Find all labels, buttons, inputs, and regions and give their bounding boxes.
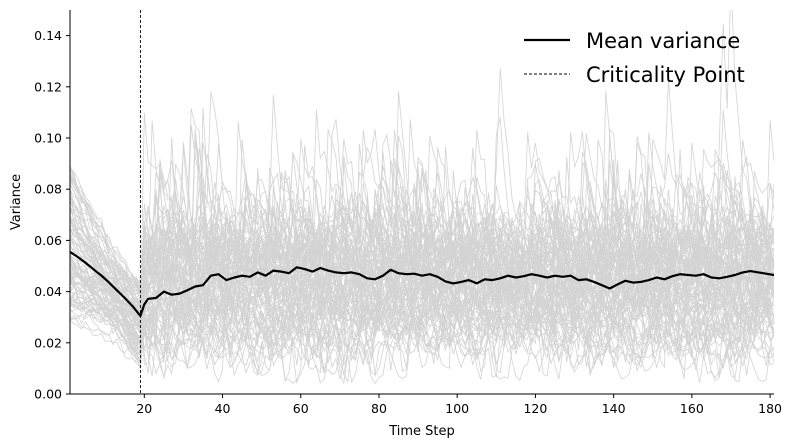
axes: 20 40 60 80 100 120 140 160 180 0.00 0.02 0.04 0.06… bbox=[9, 10, 782, 439]
background-run-line bbox=[70, 135, 774, 333]
y-tick-label: 0.06 bbox=[34, 233, 62, 248]
background-run-line bbox=[70, 174, 774, 304]
background-run-line bbox=[70, 184, 774, 357]
legend-label-criticality-point: Criticality Point bbox=[586, 63, 745, 87]
x-tick-label: 20 bbox=[136, 401, 152, 416]
y-tick-label: 0.02 bbox=[34, 335, 62, 350]
background-run-line bbox=[70, 138, 774, 332]
background-run-line bbox=[70, 136, 774, 358]
x-tick-label: 80 bbox=[371, 401, 387, 416]
y-tick-label: 0.04 bbox=[34, 284, 62, 299]
x-tick-label: 140 bbox=[602, 401, 626, 416]
y-tick-label: 0.14 bbox=[34, 28, 62, 43]
background-run-line bbox=[70, 232, 774, 354]
y-tick-label: 0.10 bbox=[34, 131, 62, 146]
background-run-line bbox=[70, 218, 774, 367]
x-ticks: 20 40 60 80 100 120 140 160 180 bbox=[136, 394, 782, 416]
y-tick-label: 0.00 bbox=[34, 387, 62, 402]
x-tick-label: 180 bbox=[758, 401, 782, 416]
legend-label-mean-variance: Mean variance bbox=[586, 29, 740, 53]
background-run-line bbox=[70, 258, 774, 350]
x-tick-label: 160 bbox=[680, 401, 704, 416]
legend: Mean variance Criticality Point bbox=[524, 29, 745, 87]
background-run-line bbox=[70, 173, 774, 364]
x-tick-label: 40 bbox=[215, 401, 231, 416]
x-axis-title: Time Step bbox=[388, 424, 455, 439]
y-tick-label: 0.08 bbox=[34, 182, 62, 197]
x-tick-label: 120 bbox=[523, 401, 547, 416]
y-axis-title: Variance bbox=[9, 174, 24, 230]
background-run-line bbox=[70, 130, 774, 354]
background-run-line bbox=[70, 160, 774, 355]
x-tick-label: 60 bbox=[293, 401, 309, 416]
y-ticks: 0.00 0.02 0.04 0.06 0.08 0.10 0.12 0.14 bbox=[34, 28, 70, 402]
background-run-line bbox=[70, 269, 774, 335]
background-run-line bbox=[70, 270, 774, 373]
background-run-line bbox=[70, 170, 774, 305]
plot-area bbox=[70, 10, 774, 394]
mean-variance-line bbox=[70, 250, 774, 317]
background-run-line bbox=[70, 147, 774, 330]
y-tick-label: 0.12 bbox=[34, 79, 62, 94]
x-tick-label: 100 bbox=[445, 401, 469, 416]
